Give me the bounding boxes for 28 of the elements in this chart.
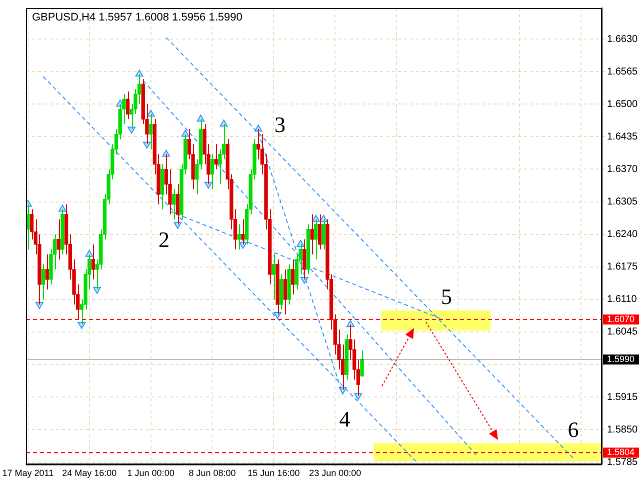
y-tick-label: 1.6500 (607, 98, 638, 110)
y-tick-label: 1.6175 (607, 262, 638, 273)
y-tick-label: 1.5915 (607, 392, 638, 403)
y-tick-label: 1.5785 (607, 456, 638, 468)
y-tick-label: 1.6110 (607, 294, 638, 306)
ref-line-label: 1.5804 (607, 447, 635, 458)
y-tick-label: 1.5850 (607, 424, 638, 436)
x-tick-label: 24 May 16:00 (62, 468, 117, 478)
x-tick-label: 8 Jun 08:00 (188, 468, 236, 478)
y-tick-label: 1.6435 (607, 131, 638, 142)
x-tick-label: 17 May 2011 (2, 468, 54, 478)
y-tick-label: 1.6565 (607, 66, 638, 78)
x-tick-label: 1 Jun 00:00 (127, 468, 174, 478)
y-tick-label: 1.6045 (607, 326, 638, 338)
chart-title: GBPUSD,H4 1.5957 1.6008 1.5956 1.5990 (32, 12, 242, 24)
ref-line-label: 1.6070 (607, 314, 635, 324)
annotation: 3 (274, 112, 286, 137)
y-tick-label: 1.6370 (607, 164, 638, 175)
annotation: 2 (158, 226, 170, 252)
band-label: 6 (568, 416, 579, 442)
x-tick-label: 15 Jun 16:00 (248, 468, 300, 478)
ref-line-label: 1.5990 (607, 354, 635, 364)
band-label: 5 (440, 284, 452, 310)
y-tick-label: 1.6630 (607, 34, 638, 45)
x-tick-label: 23 Jun 00:00 (309, 468, 362, 478)
y-tick-label: 1.6240 (607, 229, 638, 240)
y-tick-label: 1.6305 (607, 196, 638, 208)
annotation: 4 (339, 406, 350, 432)
